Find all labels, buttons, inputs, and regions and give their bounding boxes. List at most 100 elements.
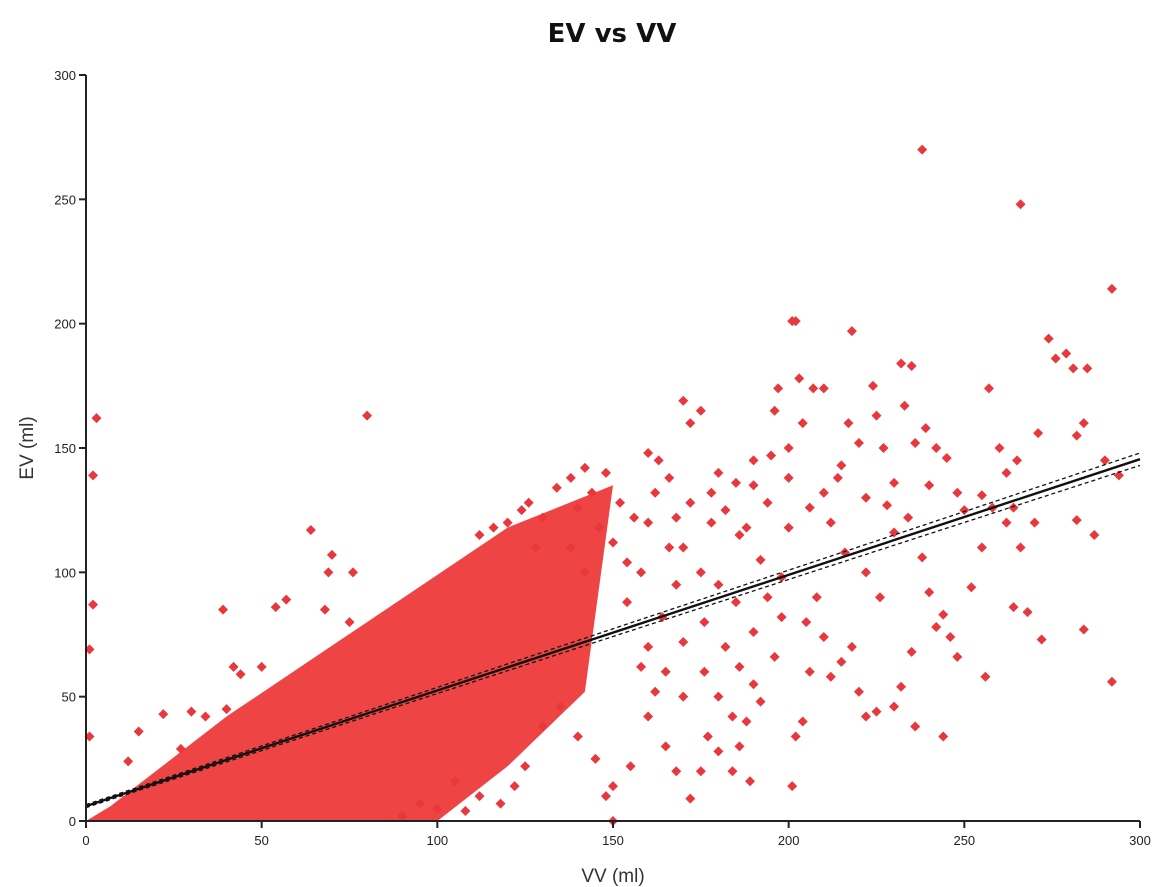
- dense-point-cloud: [86, 485, 613, 821]
- data-point: [882, 500, 893, 511]
- data-point: [622, 597, 633, 608]
- data-point: [123, 756, 134, 767]
- plot-area: [84, 144, 1141, 826]
- data-point: [952, 651, 963, 662]
- data-point: [678, 691, 689, 702]
- data-point: [530, 542, 541, 553]
- ci-upper-line: [85, 452, 1141, 806]
- data-point: [625, 761, 636, 772]
- data-point: [551, 482, 562, 493]
- data-point: [832, 472, 843, 483]
- data-point: [801, 617, 812, 628]
- data-point: [1068, 363, 1079, 374]
- data-point: [520, 761, 531, 772]
- data-point: [836, 460, 847, 471]
- data-point: [643, 447, 654, 458]
- data-point: [685, 497, 696, 508]
- data-point: [1001, 517, 1012, 528]
- data-point: [773, 383, 784, 394]
- data-point: [787, 781, 798, 792]
- y-tick-label: 50: [62, 690, 76, 705]
- data-point: [695, 405, 706, 416]
- data-point: [270, 602, 281, 613]
- data-point: [660, 666, 671, 677]
- data-point: [931, 622, 942, 633]
- data-point: [664, 472, 675, 483]
- data-point: [745, 776, 756, 787]
- data-point: [590, 753, 601, 764]
- data-point: [730, 597, 741, 608]
- data-point: [323, 567, 334, 578]
- data-point: [769, 651, 780, 662]
- data-point: [1033, 428, 1044, 439]
- data-point: [1043, 333, 1054, 344]
- data-point: [769, 405, 780, 416]
- data-point: [762, 497, 773, 508]
- data-point: [741, 716, 752, 727]
- data-point: [762, 592, 773, 603]
- data-point: [572, 502, 583, 513]
- data-point: [846, 326, 857, 337]
- data-point: [615, 497, 626, 508]
- data-point: [818, 383, 829, 394]
- data-point: [1008, 502, 1019, 513]
- data-point: [903, 512, 914, 523]
- data-point: [1008, 602, 1019, 613]
- data-point: [695, 766, 706, 777]
- data-point: [636, 661, 647, 672]
- data-point: [319, 604, 330, 615]
- data-point: [766, 450, 777, 461]
- data-point: [1036, 634, 1047, 645]
- data-point: [896, 681, 907, 692]
- data-point: [474, 791, 485, 802]
- data-point: [924, 480, 935, 491]
- x-tick-label: 50: [254, 833, 268, 848]
- data-point: [748, 480, 759, 491]
- data-point: [1113, 470, 1124, 481]
- data-point: [695, 567, 706, 578]
- y-tick-label: 150: [54, 441, 76, 456]
- data-point: [706, 487, 717, 498]
- data-point: [218, 604, 229, 615]
- data-point: [920, 423, 931, 434]
- data-point: [1106, 283, 1117, 294]
- y-tick-label: 250: [54, 192, 76, 207]
- data-point: [671, 766, 682, 777]
- data-point: [702, 731, 713, 742]
- data-point: [878, 443, 889, 453]
- data-point: [720, 505, 731, 516]
- data-point: [326, 549, 337, 560]
- data-point: [808, 383, 819, 394]
- data-point: [931, 443, 942, 453]
- data-point: [1099, 455, 1110, 466]
- data-point: [1089, 530, 1100, 541]
- data-point: [713, 746, 724, 757]
- data-point: [734, 661, 745, 672]
- y-tick-label: 200: [54, 317, 76, 332]
- data-point: [1015, 542, 1026, 553]
- data-point: [1078, 624, 1089, 635]
- data-point: [917, 552, 928, 563]
- data-point: [1050, 353, 1061, 364]
- data-point: [449, 776, 460, 787]
- data-point: [1015, 199, 1026, 210]
- data-point: [924, 587, 935, 598]
- data-point: [1061, 348, 1072, 359]
- data-point: [794, 373, 805, 384]
- data-point: [579, 462, 590, 473]
- x-tick-label: 100: [426, 833, 448, 848]
- data-point: [608, 781, 618, 792]
- data-point: [678, 636, 689, 647]
- data-point: [917, 144, 928, 155]
- data-point: [938, 609, 949, 620]
- data-point: [860, 711, 871, 722]
- x-tick-label: 250: [953, 833, 975, 848]
- data-point: [889, 701, 900, 712]
- data-point: [84, 731, 95, 742]
- data-point: [699, 617, 710, 628]
- data-point: [783, 472, 794, 483]
- data-point: [713, 467, 724, 478]
- data-point: [860, 567, 871, 578]
- data-point: [727, 711, 738, 722]
- data-point: [678, 395, 689, 406]
